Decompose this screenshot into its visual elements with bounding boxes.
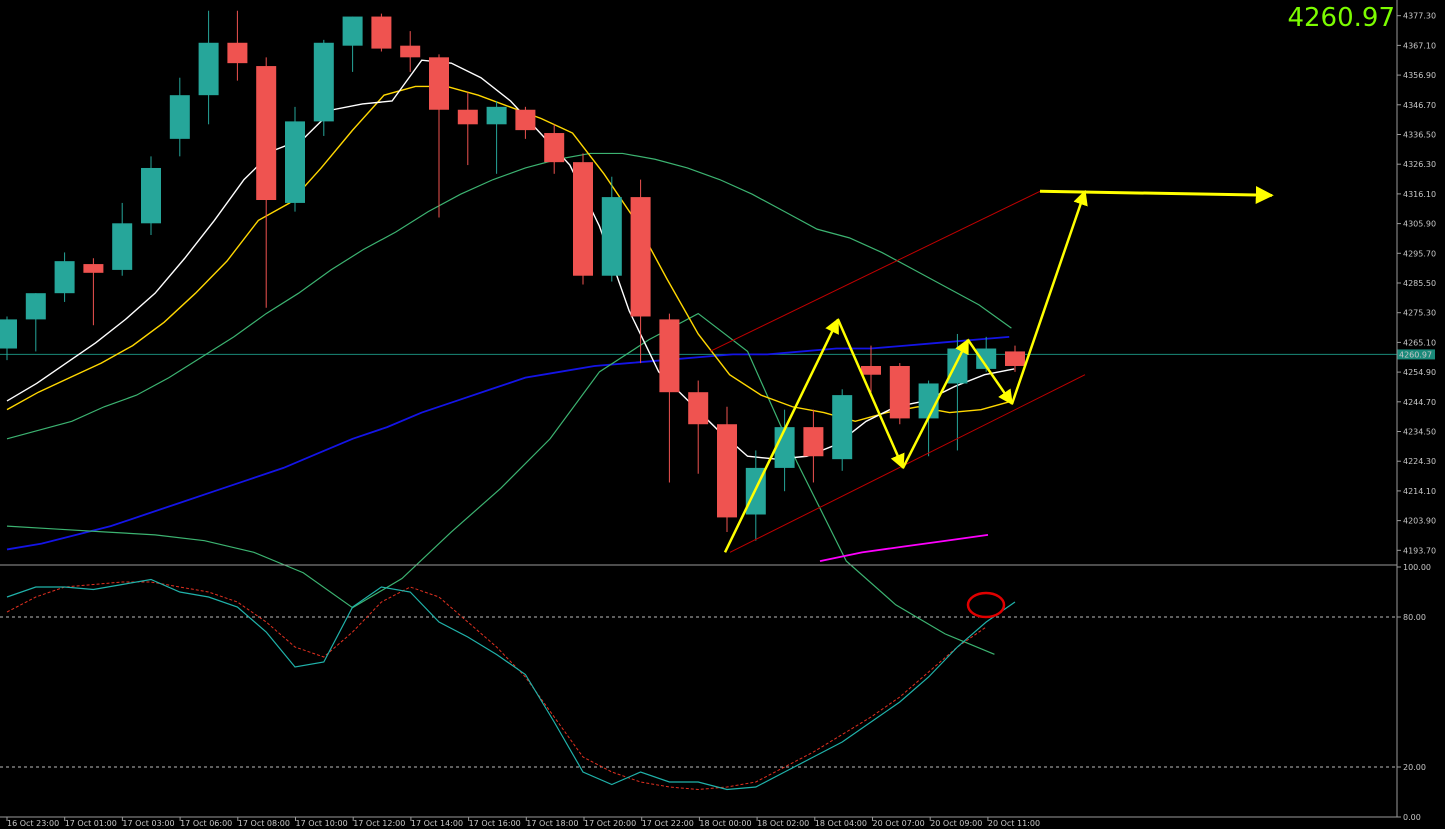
price-display: 4260.97 xyxy=(1287,3,1395,33)
bear-candle xyxy=(227,42,248,64)
time-tick-label: 17 Oct 22:00 xyxy=(642,819,694,828)
time-tick-label: 20 Oct 11:00 xyxy=(988,819,1040,828)
stoch-tick-label: 20.00 xyxy=(1403,763,1426,772)
current-price-tag-label: 4260.97 xyxy=(1399,350,1432,359)
time-tick-label: 17 Oct 12:00 xyxy=(353,819,405,828)
stoch-main-line xyxy=(6,578,1016,791)
price-panel[interactable]: 4260.97 xyxy=(0,10,1435,655)
bull-candle xyxy=(976,348,997,369)
price-tick-label: 4193.70 xyxy=(1403,546,1436,555)
price-tick-label: 4326.30 xyxy=(1403,160,1436,169)
bull-candle xyxy=(0,319,17,349)
bear-candle xyxy=(256,66,277,201)
price-tick-label: 4285.50 xyxy=(1403,279,1436,288)
time-tick-label: 17 Oct 06:00 xyxy=(180,819,232,828)
bull-candle xyxy=(947,348,968,384)
price-tick-label: 4265.10 xyxy=(1403,338,1436,347)
time-tick-label: 18 Oct 04:00 xyxy=(815,819,867,828)
target-arrow xyxy=(1039,185,1274,204)
price-tick-label: 4356.90 xyxy=(1403,71,1436,80)
stoch-tick-label: 80.00 xyxy=(1403,613,1426,622)
zigzag-arrow xyxy=(901,338,970,469)
stochastic-panel[interactable] xyxy=(0,578,1397,791)
price-tick-label: 4305.90 xyxy=(1403,220,1436,229)
bull-candle xyxy=(112,223,133,270)
price-tick-label: 4214.10 xyxy=(1403,487,1436,496)
bear-candle xyxy=(371,16,392,49)
bull-candle xyxy=(601,197,622,276)
price-tick-label: 4275.30 xyxy=(1403,309,1436,318)
bull-candle xyxy=(832,395,853,460)
bull-candle xyxy=(486,106,507,125)
bear-candle xyxy=(803,427,824,457)
bear-candle xyxy=(429,57,449,110)
bear-candle xyxy=(717,424,737,518)
time-tick-label: 18 Oct 02:00 xyxy=(757,819,809,828)
price-tick-label: 4367.10 xyxy=(1403,41,1436,50)
time-tick-label: 17 Oct 16:00 xyxy=(469,819,521,828)
zigzag-arrow xyxy=(1010,189,1088,405)
bull-candle xyxy=(54,261,75,294)
bollinger-mid-line xyxy=(6,152,1012,440)
price-tick-label: 4316.10 xyxy=(1403,190,1436,199)
zigzag-arrow xyxy=(966,339,1014,406)
time-tick-label: 18 Oct 00:00 xyxy=(699,819,751,828)
current-price-tag xyxy=(1397,349,1435,360)
time-tick-label: 17 Oct 10:00 xyxy=(296,819,348,828)
channel-lower-line xyxy=(729,374,1086,553)
ma-long-line xyxy=(6,335,1010,551)
bear-candle xyxy=(544,133,565,163)
price-tick-label: 4224.30 xyxy=(1403,457,1436,466)
channel-upper-line xyxy=(709,190,1041,352)
price-tick-label: 4295.70 xyxy=(1403,249,1436,258)
bear-candle xyxy=(688,392,709,425)
bollinger-lower-line xyxy=(6,312,995,655)
bear-candle xyxy=(1005,351,1025,366)
price-tick-label: 4377.30 xyxy=(1403,12,1436,21)
bull-candle xyxy=(198,42,219,96)
bear-candle xyxy=(83,264,104,273)
bull-candle xyxy=(342,16,363,46)
magenta-line xyxy=(819,533,989,562)
price-tick-label: 4234.50 xyxy=(1403,428,1436,437)
overbought-marker-circle xyxy=(966,591,1006,619)
time-tick-label: 17 Oct 20:00 xyxy=(584,819,636,828)
bear-candle xyxy=(889,365,910,419)
bull-candle xyxy=(141,167,161,224)
price-tick-label: 4203.90 xyxy=(1403,517,1436,526)
bear-candle xyxy=(573,162,593,276)
bull-candle xyxy=(774,427,795,468)
zigzag-arrow xyxy=(723,318,840,553)
price-tick-label: 4346.70 xyxy=(1403,101,1436,110)
zigzag-arrow xyxy=(836,318,905,470)
bull-candle xyxy=(313,42,334,122)
bear-candle xyxy=(861,365,881,375)
time-tick-label: 16 Oct 23:00 xyxy=(7,819,59,828)
price-tick-label: 4244.70 xyxy=(1403,398,1436,407)
bear-candle xyxy=(630,197,651,317)
time-tick-label: 17 Oct 01:00 xyxy=(65,819,117,828)
bear-candle xyxy=(515,109,536,131)
price-tick-label: 4336.50 xyxy=(1403,130,1436,139)
bull-candle xyxy=(169,95,190,139)
bear-candle xyxy=(457,109,478,125)
time-tick-label: 17 Oct 18:00 xyxy=(526,819,578,828)
time-tick-label: 17 Oct 08:00 xyxy=(238,819,290,828)
stoch-tick-label: 100.00 xyxy=(1403,563,1431,572)
time-tick-label: 17 Oct 03:00 xyxy=(122,819,174,828)
bull-candle xyxy=(285,121,305,203)
stoch-tick-label: 0.00 xyxy=(1403,813,1421,822)
time-tick-label: 20 Oct 09:00 xyxy=(930,819,982,828)
bull-candle xyxy=(25,293,46,320)
bear-candle xyxy=(400,45,421,58)
stoch-signal-line xyxy=(6,581,987,791)
time-tick-label: 20 Oct 07:00 xyxy=(873,819,925,828)
bear-candle xyxy=(659,319,680,393)
time-tick-label: 17 Oct 14:00 xyxy=(411,819,463,828)
price-tick-label: 4254.90 xyxy=(1403,368,1436,377)
